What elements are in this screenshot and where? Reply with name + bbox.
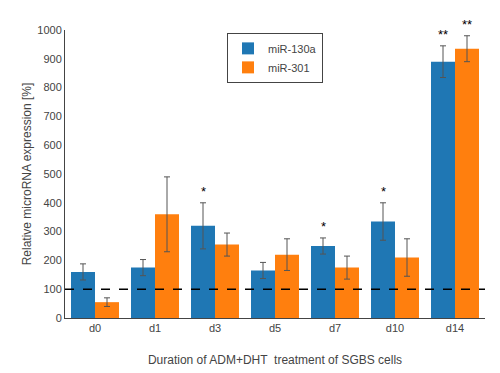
svg-text:d3: d3 [209,322,221,334]
svg-text:700: 700 [43,110,61,122]
svg-text:300: 300 [43,225,61,237]
svg-text:*: * [321,219,326,234]
svg-text:*: * [381,184,386,199]
svg-text:100: 100 [43,283,61,295]
svg-text:400: 400 [43,197,61,209]
svg-text:d5: d5 [269,322,281,334]
svg-text:**: ** [462,17,472,32]
svg-text:d14: d14 [446,322,464,334]
svg-text:800: 800 [43,81,61,93]
svg-text:miR-130a: miR-130a [268,43,317,55]
svg-text:Duration of ADM+DHT treatment: Duration of ADM+DHT treatment of SGBS ce… [148,353,402,367]
svg-text:500: 500 [43,168,61,180]
svg-text:miR-301: miR-301 [268,62,310,74]
svg-text:*: * [201,184,206,199]
svg-text:d1: d1 [149,322,161,334]
svg-text:900: 900 [43,53,61,65]
svg-text:200: 200 [43,254,61,266]
svg-text:1000: 1000 [37,24,61,36]
svg-text:d10: d10 [386,322,404,334]
svg-text:**: ** [438,27,448,42]
svg-text:d0: d0 [89,322,101,334]
svg-text:Relative microRNA expression [: Relative microRNA expression [%] [20,83,34,266]
svg-text:600: 600 [43,139,61,151]
svg-text:d7: d7 [329,322,341,334]
svg-text:0: 0 [56,312,62,324]
